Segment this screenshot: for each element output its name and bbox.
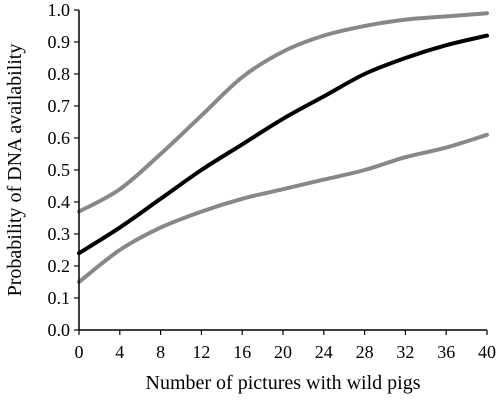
x-tick-group: 0 4 8 12 16 20 24 28 32 36 40 [75, 330, 496, 362]
x-tick-label: 20 [274, 342, 292, 362]
upper-bound-line [77, 11, 489, 214]
mean-line [77, 33, 489, 256]
x-tick-label: 4 [115, 342, 124, 362]
y-tick-group: 0.0 0.1 0.2 0.3 0.4 0.5 0.6 0.7 0.8 0.9 1.0 [48, 0, 79, 340]
y-tick-label: 0.3 [48, 224, 71, 244]
x-tick-label: 32 [396, 342, 414, 362]
y-axis-label: Probability of DNA availability [4, 44, 26, 297]
y-tick-label: 0.4 [48, 192, 71, 212]
y-tick-label: 0.1 [48, 288, 71, 308]
y-tick-label: 0.7 [48, 96, 71, 116]
x-tick-label: 40 [478, 342, 496, 362]
x-tick-label: 36 [437, 342, 455, 362]
y-tick-label: 0.9 [48, 32, 71, 52]
y-tick-label: 0.2 [48, 256, 71, 276]
y-tick-label: 0.5 [48, 160, 71, 180]
x-tick-label: 0 [75, 342, 84, 362]
lower-bound-line [77, 132, 489, 284]
x-axis-label: Number of pictures with wild pigs [146, 372, 421, 394]
x-tick-label: 24 [315, 342, 333, 362]
y-tick-label: 1.0 [48, 0, 71, 20]
x-tick-label: 16 [233, 342, 251, 362]
x-tick-label: 28 [356, 342, 374, 362]
plot-area [77, 11, 489, 284]
y-tick-label: 0.8 [48, 64, 71, 84]
x-tick-label: 8 [156, 342, 165, 362]
y-tick-label: 0.6 [48, 128, 71, 148]
x-tick-label: 12 [192, 342, 210, 362]
y-tick-label: 0.0 [48, 320, 71, 340]
